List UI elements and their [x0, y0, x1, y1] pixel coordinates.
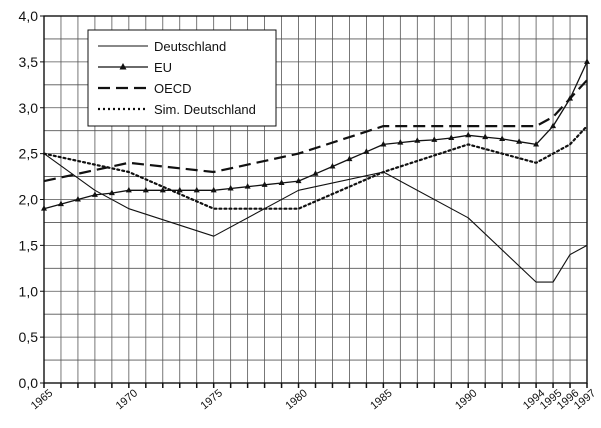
- y-tick-label: 0,5: [19, 329, 39, 345]
- y-tick-label: 3,0: [19, 100, 39, 116]
- data-point-marker: [363, 148, 370, 154]
- data-point-marker: [210, 186, 217, 193]
- x-tick-label: 1970: [114, 387, 140, 412]
- legend-label: EU: [154, 60, 172, 75]
- legend: Deutschland EU OECD Sim. Deutschland: [87, 29, 277, 127]
- series-group: [41, 58, 590, 283]
- series-line: [43, 79, 588, 183]
- data-point-marker: [329, 162, 336, 169]
- data-point-marker: [414, 137, 421, 143]
- data-point-marker: [312, 170, 319, 176]
- data-point-marker: [159, 186, 166, 193]
- data-point-marker: [176, 186, 183, 193]
- data-point-marker: [346, 155, 353, 162]
- data-point-marker: [516, 138, 523, 144]
- data-point-marker: [584, 58, 590, 64]
- data-point-marker: [465, 131, 472, 138]
- data-point-marker: [499, 135, 506, 141]
- x-tick-label: 1980: [283, 387, 309, 412]
- x-tick-label: 1990: [453, 387, 479, 412]
- data-point-marker: [533, 140, 540, 147]
- y-tick-label: 2,5: [19, 146, 39, 162]
- legend-label: OECD: [154, 81, 192, 96]
- data-point-marker: [227, 184, 234, 191]
- y-tick-label: 4,0: [19, 8, 39, 24]
- data-point-marker: [482, 133, 489, 140]
- data-point-marker: [448, 134, 455, 141]
- data-point-marker: [193, 186, 200, 193]
- data-point-marker: [74, 196, 81, 202]
- data-point-marker: [91, 191, 98, 197]
- legend-label: Deutschland: [154, 39, 226, 54]
- legend-label: Sim. Deutschland: [154, 102, 256, 117]
- data-point-marker: [295, 177, 302, 184]
- data-point-marker: [397, 139, 404, 145]
- series-line: [42, 124, 589, 210]
- x-tick-label: 1985: [368, 387, 394, 412]
- legend-marker: [119, 63, 127, 70]
- data-point-marker: [550, 122, 557, 129]
- data-point-marker: [278, 179, 285, 185]
- data-point-marker: [125, 186, 132, 193]
- y-tick-label: 2,0: [19, 192, 39, 208]
- data-point-marker: [108, 189, 115, 196]
- data-point-marker: [380, 140, 387, 147]
- data-point-marker: [431, 136, 438, 142]
- x-tick-label: 1975: [199, 387, 225, 412]
- y-tick-label: 3,5: [19, 54, 39, 70]
- y-tick-label: 0,0: [19, 375, 39, 391]
- data-point-marker: [41, 205, 47, 211]
- y-tick-label: 1,0: [19, 283, 39, 299]
- data-point-marker: [57, 200, 64, 207]
- data-point-marker: [142, 186, 149, 193]
- data-point-marker: [261, 181, 268, 187]
- data-point-marker: [244, 183, 251, 189]
- y-tick-label: 1,5: [19, 237, 39, 253]
